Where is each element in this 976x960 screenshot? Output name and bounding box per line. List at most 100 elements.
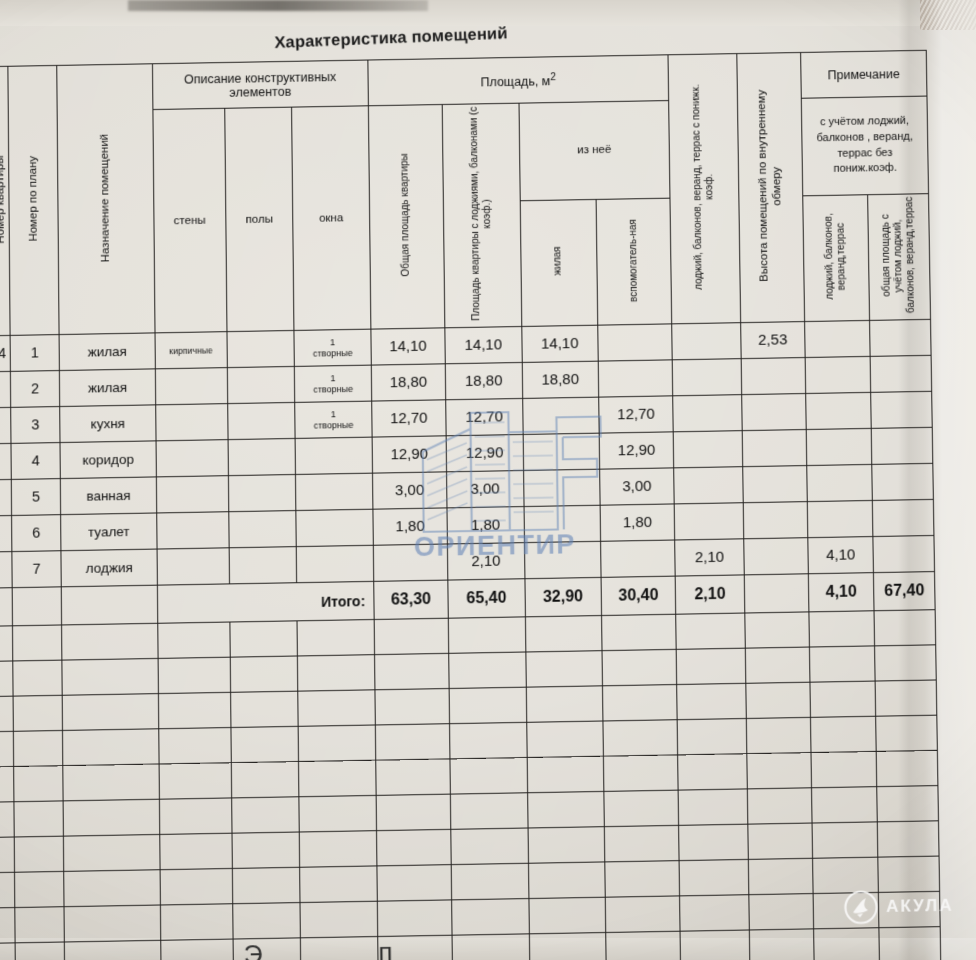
cell-windows-count bbox=[297, 527, 373, 528]
cell-purpose-text: ванная bbox=[86, 487, 131, 504]
cell-windows-text bbox=[297, 563, 373, 564]
empty-cell bbox=[449, 722, 527, 759]
empty-cell bbox=[746, 717, 811, 754]
cell-purpose-text: жилая bbox=[87, 343, 127, 360]
total-cell-loggia_coef-text: 2,10 bbox=[694, 585, 726, 603]
cell-auxiliary-text: 3,00 bbox=[622, 477, 652, 496]
th-loggia-coef-label: лоджий, балконов, веранд, террас с пониж… bbox=[690, 84, 716, 291]
cell-purpose-text: лоджия bbox=[85, 560, 133, 576]
cell-total_area: 18,80 bbox=[371, 363, 446, 402]
empty-cell bbox=[748, 893, 814, 930]
empty-cell bbox=[448, 651, 526, 689]
empty-cell bbox=[525, 685, 603, 723]
total-cell-area_with_balconies-text: 65,40 bbox=[466, 589, 507, 607]
cell-living bbox=[522, 397, 600, 435]
cell-auxiliary: 3,00 bbox=[599, 467, 675, 506]
cell-total_with_loggia bbox=[871, 463, 934, 501]
cell-windows-text bbox=[296, 455, 372, 456]
empty-cell bbox=[603, 790, 679, 827]
cell-loggia_coef: 2,10 bbox=[674, 538, 745, 577]
cell-area_with_balconies: 14,10 bbox=[444, 326, 522, 364]
empty-cell bbox=[0, 766, 14, 803]
cell-total_with_loggia bbox=[870, 391, 933, 429]
empty-cell bbox=[528, 932, 607, 960]
empty-cell bbox=[231, 796, 300, 834]
empty-cell bbox=[450, 792, 528, 830]
cell-purpose: жилая bbox=[59, 332, 156, 371]
th-walls-label: стены bbox=[173, 214, 206, 227]
empty-cell bbox=[524, 615, 602, 652]
cell-apartment_number bbox=[0, 479, 12, 516]
total-cell-living-text: 32,90 bbox=[542, 587, 584, 606]
cell-auxiliary bbox=[598, 359, 673, 398]
empty-cell bbox=[232, 867, 301, 904]
cell-living bbox=[522, 433, 600, 471]
total-cell-total_with_loggia-text: 67,40 bbox=[884, 581, 925, 600]
th-total-with-loggia: общая площадь с учётом лоджий, балконов,… bbox=[867, 193, 931, 321]
cell-living-text: 14,10 bbox=[540, 334, 579, 353]
empty-cell bbox=[297, 619, 375, 656]
empty-cell bbox=[813, 892, 880, 929]
cell-height_inner bbox=[742, 465, 808, 503]
cell-total_area: 12,70 bbox=[371, 399, 447, 438]
cell-loggia_no_coef bbox=[804, 320, 871, 358]
cell-total_area bbox=[373, 543, 448, 582]
cell-windows-count bbox=[296, 491, 372, 492]
cell-apartment_number bbox=[0, 551, 12, 588]
cell-height_inner bbox=[741, 393, 807, 431]
cell-purpose: коридор bbox=[60, 440, 157, 479]
cell-total_area-text: 14,10 bbox=[389, 337, 427, 356]
th-area-group: Площадь, м2 bbox=[367, 54, 669, 106]
th-apartment-number-label: Номер квартиры bbox=[0, 155, 8, 244]
cell-purpose-text: жилая bbox=[87, 379, 128, 396]
cell-area_with_balconies: 12,90 bbox=[446, 434, 524, 472]
cell-total_area: 14,10 bbox=[370, 327, 446, 366]
th-area-with-balconies: Площадь квартиры с лоджиями, балконами (… bbox=[442, 103, 522, 328]
cell-loggia_no_coef bbox=[805, 392, 872, 430]
cell-windows-text: створные bbox=[313, 383, 354, 395]
cell-plan_number: 6 bbox=[11, 514, 62, 552]
empty-cell bbox=[62, 728, 159, 766]
total-cell-height_inner bbox=[744, 573, 809, 614]
th-living-label: жилая bbox=[552, 246, 564, 277]
empty-cell bbox=[375, 794, 451, 831]
th-living: жилая bbox=[519, 199, 598, 327]
cell-apartment_number bbox=[0, 371, 11, 408]
cell-windows bbox=[296, 509, 374, 547]
empty-cell bbox=[604, 860, 680, 898]
empty-cell bbox=[605, 931, 681, 960]
th-area-sup: 2 bbox=[550, 71, 556, 83]
th-height-inner: Высота помещений по внутреннему обмеру bbox=[736, 52, 805, 323]
empty-cell bbox=[300, 936, 378, 960]
empty-cell bbox=[300, 901, 378, 938]
cell-total_with_loggia bbox=[869, 319, 932, 357]
empty-cell bbox=[299, 865, 378, 903]
empty-cell bbox=[14, 941, 65, 960]
empty-cell bbox=[298, 689, 376, 727]
th-purpose-label: Назначение помещений bbox=[99, 133, 113, 262]
empty-cell bbox=[61, 623, 158, 661]
cell-auxiliary: 12,90 bbox=[599, 431, 674, 470]
premises-characteristics-table: Номер квартиры Номер по плану Назначение… bbox=[0, 50, 941, 960]
cell-plan_number-text: 1 bbox=[30, 344, 39, 362]
empty-cell bbox=[0, 907, 15, 944]
cell-floors bbox=[227, 438, 296, 476]
cell-area_with_balconies: 2,10 bbox=[447, 542, 525, 581]
empty-cell bbox=[0, 872, 15, 908]
empty-cell bbox=[875, 715, 938, 752]
total-cell-auxiliary-text: 30,40 bbox=[618, 586, 659, 605]
empty-cell bbox=[525, 650, 603, 688]
empty-cell bbox=[14, 906, 65, 943]
empty-cell bbox=[232, 902, 301, 940]
empty-cell bbox=[159, 868, 233, 905]
cell-windows: 1 створные bbox=[294, 329, 372, 367]
th-note-body-text: с учётом лоджий, балконов , веранд, терр… bbox=[816, 115, 913, 175]
empty-cell bbox=[811, 786, 878, 824]
cell-loggia_coef bbox=[674, 502, 744, 540]
cell-floors bbox=[228, 546, 297, 584]
th-windows-label: окна bbox=[319, 211, 344, 225]
total-cell-total_with_loggia: 67,40 bbox=[873, 571, 936, 611]
cell-living-text: 18,80 bbox=[541, 370, 580, 389]
empty-cell bbox=[448, 616, 526, 654]
empty-cell bbox=[159, 833, 233, 870]
